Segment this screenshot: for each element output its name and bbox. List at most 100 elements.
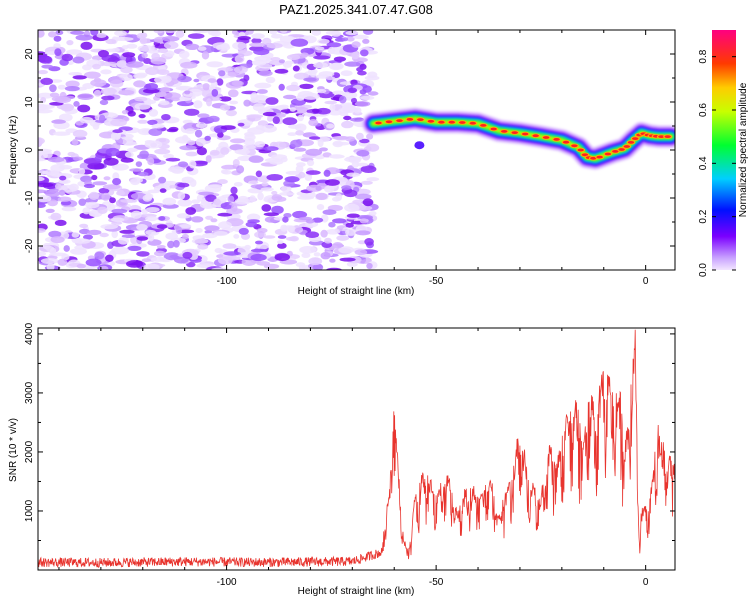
noise-speckle [197,243,209,250]
noise-speckle [58,189,66,196]
noise-speckle [237,30,247,34]
noise-speckle [287,132,297,137]
noise-speckle [92,181,108,186]
noise-speckle [191,238,209,244]
noise-speckle [161,36,180,42]
noise-speckle [352,34,369,40]
snr-ylabel: SNR (10 * v/v) [8,418,19,482]
noise-speckle [136,224,148,231]
noise-speckle [237,122,245,127]
noise-speckle [76,263,87,269]
noise-speckle [263,146,279,152]
noise-speckle [278,83,285,91]
noise-speckle [109,197,116,204]
noise-speckle [163,153,174,159]
noise-speckle [217,179,228,185]
noise-speckle [329,103,336,112]
noise-speckle [177,182,190,188]
noise-speckle [38,70,48,75]
noise-speckle [326,267,342,270]
noise-speckle [243,74,250,82]
noise-speckle [127,245,142,251]
noise-speckle [315,185,322,191]
noise-speckle [111,217,125,223]
noise-speckle [160,86,171,93]
ridge-hotspot-core [448,120,455,124]
noise-speckle [367,71,378,79]
noise-speckle [214,128,223,134]
noise-speckle [308,136,321,140]
noise-speckle [165,157,181,162]
noise-speckle [194,129,203,138]
noise-speckle [341,120,354,129]
noise-speckle [61,253,70,261]
noise-speckle [210,218,218,223]
noise-speckle [332,218,347,224]
ridge-hotspot-core [623,145,630,148]
noise-speckle [63,245,70,252]
noise-speckle [57,84,66,90]
noise-speckle [72,156,84,161]
ridge-hotspot-core [612,150,619,153]
noise-speckle [211,89,219,97]
noise-speckle [336,235,350,241]
noise-speckle [296,162,306,168]
noise-speckle [196,194,205,202]
noise-speckle [187,33,205,39]
noise-speckle [118,89,135,96]
noise-speckle [270,57,281,61]
ridge-hotspot-core [604,152,612,156]
noise-speckle [255,240,263,245]
noise-speckle [100,87,117,96]
noise-speckle [100,69,112,75]
noise-speckle [47,199,58,207]
noise-speckle [230,138,246,144]
noise-speckle [218,221,232,230]
ridge-hotspot-core [596,155,603,159]
noise-speckle [92,63,101,70]
noise-speckle [292,210,308,219]
noise-speckle [163,252,181,261]
noise-speckle [231,80,243,87]
noise-speckle [269,30,278,35]
noise-speckle [159,188,167,193]
noise-speckle [324,237,332,244]
noise-speckle [57,196,72,202]
noise-speckle [360,180,373,185]
noise-speckle [205,155,212,163]
noise-speckle [218,96,232,102]
noise-speckle [245,30,254,35]
noise-speckle [247,219,260,224]
colorbar-tick-label: 0.2 [698,209,709,223]
noise-speckle [38,189,48,194]
noise-speckle [311,30,322,36]
noise-speckle [196,147,207,156]
x-tick-label: -100 [217,276,237,287]
noise-speckle [231,214,241,219]
noise-speckle [227,71,239,77]
noise-speckle [147,119,158,125]
noise-speckle [312,217,324,223]
noise-speckle [185,43,200,50]
noise-speckle [38,55,53,64]
y-tick-label: 20 [24,48,35,60]
noise-speckle [70,30,85,35]
noise-speckle [70,248,87,255]
noise-speckle [256,94,265,99]
noise-speckle [77,93,94,100]
noise-speckle [120,157,134,163]
noise-speckle [278,59,285,64]
noise-speckle [344,203,360,212]
noise-speckle [90,79,107,87]
noise-speckle [359,89,367,95]
noise-speckle [300,52,309,58]
noise-speckle [263,235,276,239]
noise-speckle [359,218,368,224]
noise-speckle [271,154,287,160]
noise-speckle [356,162,369,167]
noise-speckle [79,223,89,228]
noise-speckle [105,38,117,45]
noise-speckle [57,258,68,266]
noise-speckle [316,88,327,94]
